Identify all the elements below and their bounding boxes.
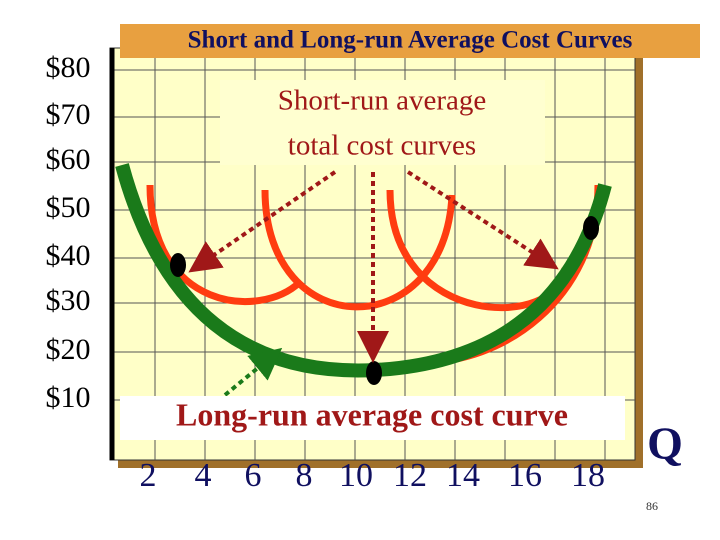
x-tick-label: 16 bbox=[508, 457, 542, 494]
y-tick-label: $60 bbox=[46, 143, 91, 176]
points bbox=[170, 216, 599, 385]
page-number: 86 bbox=[646, 499, 658, 513]
x-tick-label: 12 bbox=[393, 457, 427, 494]
x-tick-label: 2 bbox=[140, 457, 157, 494]
x-axis-title: Q bbox=[647, 418, 683, 469]
x-tick-label: 18 bbox=[571, 457, 605, 494]
y-tick-label: $70 bbox=[46, 98, 91, 131]
long-run-label-box bbox=[120, 396, 625, 440]
y-tick-label: $10 bbox=[46, 381, 91, 414]
arrows bbox=[188, 170, 559, 397]
y-tick-label: $40 bbox=[46, 239, 91, 272]
y-tick-label: $50 bbox=[46, 191, 91, 224]
x-tick-label: 6 bbox=[245, 457, 262, 494]
y-tick-label: $20 bbox=[46, 333, 91, 366]
x-tick-label: 14 bbox=[446, 457, 480, 494]
x-tick-label: 10 bbox=[339, 457, 373, 494]
short-run-label-box bbox=[220, 80, 545, 165]
x-tick-label: 4 bbox=[195, 457, 212, 494]
title-box bbox=[120, 24, 700, 58]
x-tick-label: 8 bbox=[296, 457, 313, 494]
y-tick-label: $80 bbox=[46, 51, 91, 84]
y-tick-label: $30 bbox=[46, 284, 91, 317]
long-run-label: Long-run average cost curve bbox=[176, 396, 568, 432]
short-run-label: total cost curves bbox=[288, 130, 476, 162]
title: Short and Long-run Average Cost Curves bbox=[188, 27, 633, 54]
short-run-label: Short-run average bbox=[278, 85, 487, 117]
